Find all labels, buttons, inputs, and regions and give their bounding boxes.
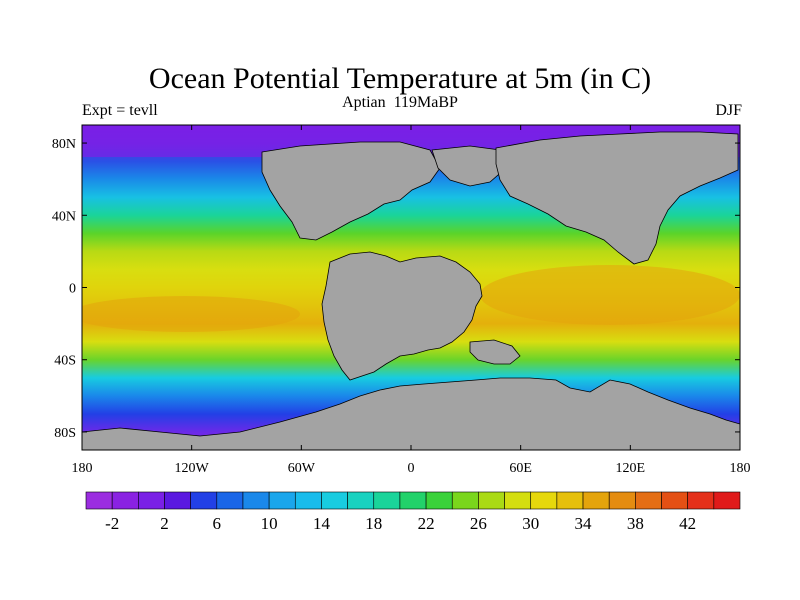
colorbar-swatch <box>164 491 191 510</box>
colorbar-label: 42 <box>679 514 696 533</box>
colorbar-swatch <box>216 491 244 510</box>
map-subtitle: Aptian 119MaBP <box>342 94 458 111</box>
colorbar-swatch <box>399 491 427 510</box>
lon-tick-label: 60E <box>509 461 532 476</box>
colorbar-label: 18 <box>365 514 382 533</box>
map-area <box>82 125 740 450</box>
colorbar-label: 14 <box>313 514 331 533</box>
colorbar-label: -2 <box>105 514 119 533</box>
lat-tick-label: 80N <box>52 137 76 152</box>
colorbar-label: 22 <box>418 514 435 533</box>
colorbar-swatch <box>661 491 688 510</box>
lon-tick-label: 180 <box>72 461 93 476</box>
lon-tick-label: 180 <box>730 461 751 476</box>
colorbar-swatch <box>451 491 479 510</box>
colorbar-label: 10 <box>261 514 278 533</box>
lon-tick-label: 120W <box>175 461 210 476</box>
lat-tick-label: 80S <box>54 426 76 441</box>
colorbar: -2 2 6 10 14 18 22 26 30 34 38 42 <box>85 491 741 533</box>
colorbar-swatch <box>111 491 139 510</box>
lon-tick-label: 60W <box>288 461 316 476</box>
axis-ticks: 80N 40N 0 40S 80S 180 120W 60W 0 60E 120E 180 <box>52 125 751 476</box>
south-america-africa-landmass <box>321 251 483 381</box>
colorbar-label: 30 <box>522 514 539 533</box>
colorbar-swatch <box>608 491 636 510</box>
eurasia-landmass <box>495 131 739 265</box>
north-america-landmass <box>261 141 441 241</box>
lon-tick-label: 0 <box>408 461 415 476</box>
landmasses <box>82 131 740 450</box>
colorbar-swatch <box>190 491 218 510</box>
australia-antarctica-landmass <box>82 377 740 450</box>
colorbar-swatch <box>478 491 505 510</box>
colorbar-swatch <box>268 491 296 510</box>
experiment-label: Expt = tevll <box>82 102 158 119</box>
colorbar-swatch <box>373 491 401 510</box>
map-title: Ocean Potential Temperature at 5m (in C) <box>148 62 652 95</box>
colorbar-swatch <box>425 491 453 510</box>
warm-pool-south-pacific <box>82 296 300 332</box>
colorbar-label: 26 <box>470 514 487 533</box>
colorbar-label: 2 <box>160 514 169 533</box>
colorbar-swatch <box>85 491 113 510</box>
lon-tick-label: 120E <box>616 461 646 476</box>
colorbar-swatch <box>713 491 741 510</box>
colorbar-label: 38 <box>627 514 644 533</box>
season-label: DJF <box>715 102 742 119</box>
india-landmass <box>469 339 521 365</box>
lat-tick-label: 0 <box>69 282 76 297</box>
colorbar-swatch <box>635 491 662 510</box>
colorbar-swatch <box>556 491 584 510</box>
colorbar-swatch <box>294 491 322 510</box>
colorbar-swatch <box>138 491 165 510</box>
greenland-landmass <box>431 145 507 187</box>
colorbar-swatch <box>347 491 375 510</box>
colorbar-swatch <box>504 491 532 510</box>
warm-pool-tethys <box>480 265 740 325</box>
lat-tick-label: 40N <box>52 209 76 224</box>
colorbar-swatch <box>242 491 270 510</box>
lat-tick-label: 40S <box>54 354 76 369</box>
colorbar-swatch <box>530 491 558 510</box>
colorbar-label: 6 <box>213 514 222 533</box>
colorbar-swatch <box>687 491 715 510</box>
colorbar-label: 34 <box>575 514 593 533</box>
colorbar-swatch <box>582 491 610 510</box>
colorbar-swatch <box>321 491 348 510</box>
